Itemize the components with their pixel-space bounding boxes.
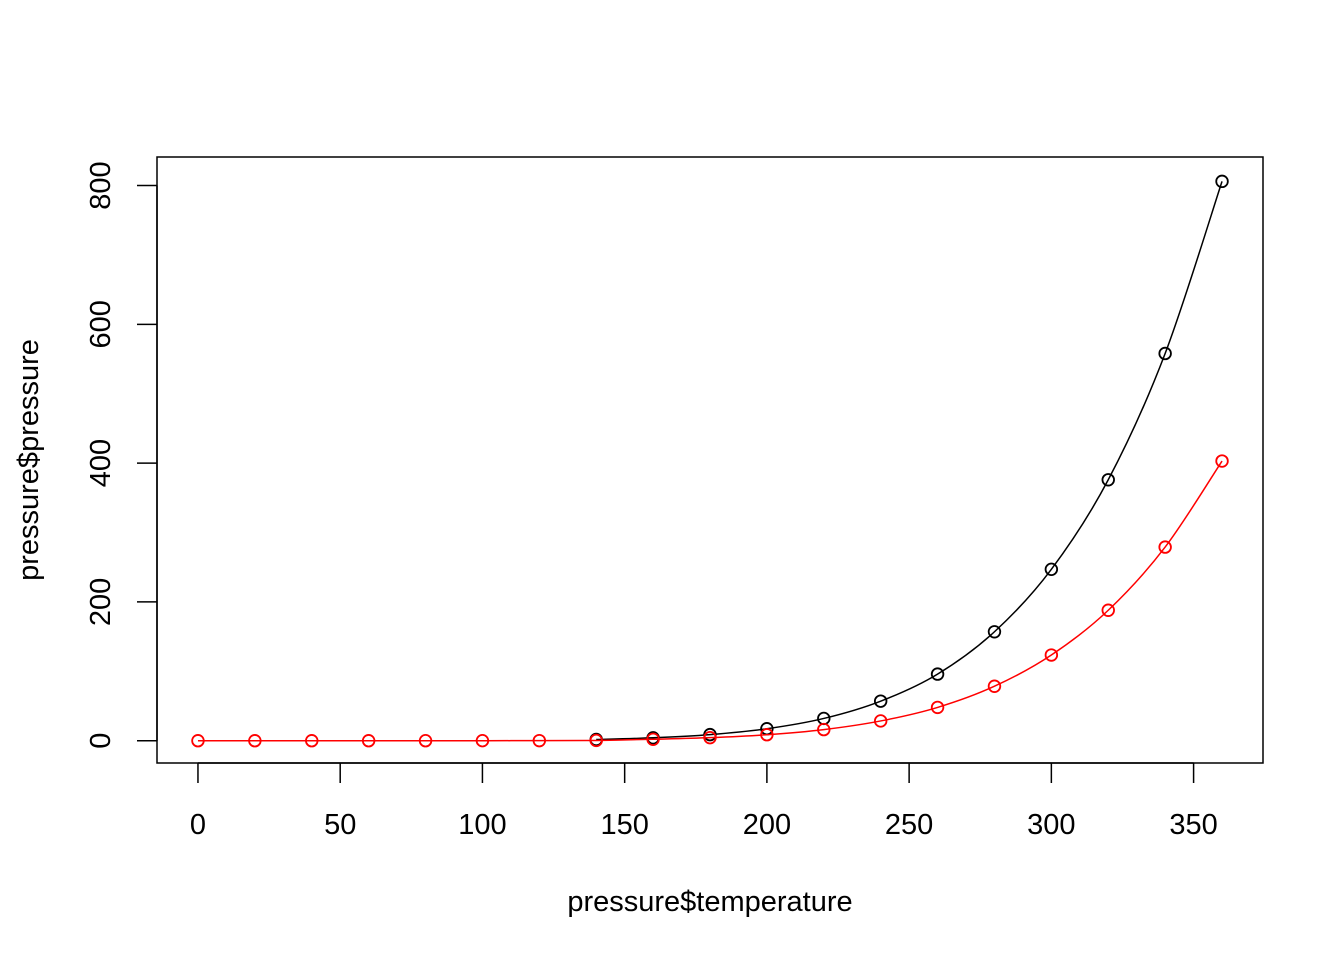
y-axis-title: pressure$pressure xyxy=(13,339,45,581)
series-2-point xyxy=(589,733,603,748)
series-2-point xyxy=(418,734,433,748)
series-1-point xyxy=(1158,346,1172,361)
series-2-point xyxy=(1044,648,1059,662)
y-tick-label: 0 xyxy=(85,733,117,749)
series-2-point xyxy=(760,728,774,742)
x-tick-label: 100 xyxy=(458,809,506,841)
y-axis: 0 200 400 600 800 xyxy=(85,161,158,749)
series-2-point xyxy=(987,679,1002,693)
x-tick-label: 250 xyxy=(885,809,933,841)
x-tick-label: 150 xyxy=(600,809,648,841)
series-2-line xyxy=(197,460,1223,742)
series-2-point xyxy=(361,734,376,748)
series-2-point xyxy=(305,734,319,748)
series-1-line xyxy=(596,181,1223,741)
series-1-point xyxy=(873,694,888,708)
y-tick-label: 800 xyxy=(85,161,117,209)
x-axis: 0 50 100 150 200 250 300 350 xyxy=(190,762,1218,841)
series-1-point xyxy=(1215,174,1229,189)
y-tick-label: 600 xyxy=(85,300,117,348)
x-tick-label: 0 xyxy=(190,809,206,841)
x-tick-label: 350 xyxy=(1169,809,1217,841)
series-1-point xyxy=(987,625,1002,639)
x-tick-label: 300 xyxy=(1027,809,1075,841)
series-1-point xyxy=(930,667,945,681)
series-1-point xyxy=(1044,562,1059,577)
series-2-point xyxy=(1215,454,1229,468)
x-axis-title: pressure$temperature xyxy=(567,886,852,918)
series-layer xyxy=(191,174,1229,748)
series-2-point xyxy=(817,722,831,737)
y-tick-label: 200 xyxy=(85,578,117,626)
plot-frame xyxy=(156,156,1264,764)
series-2-point xyxy=(1158,540,1172,554)
series-2-point xyxy=(532,733,547,748)
series-2-point xyxy=(646,732,660,746)
series-2 xyxy=(191,454,1229,748)
series-2-point xyxy=(475,733,490,748)
x-tick-label: 50 xyxy=(324,809,356,841)
x-tick-label: 200 xyxy=(743,809,791,841)
series-2-point xyxy=(930,700,945,715)
series-2-point xyxy=(873,714,888,728)
series-2-point xyxy=(1101,603,1115,617)
y-tick-label: 400 xyxy=(85,439,117,487)
series-1 xyxy=(589,174,1229,747)
series-2-point xyxy=(191,734,205,748)
series-1-point xyxy=(1101,473,1115,487)
series-2-point xyxy=(248,734,262,748)
series-2-point xyxy=(703,730,717,745)
